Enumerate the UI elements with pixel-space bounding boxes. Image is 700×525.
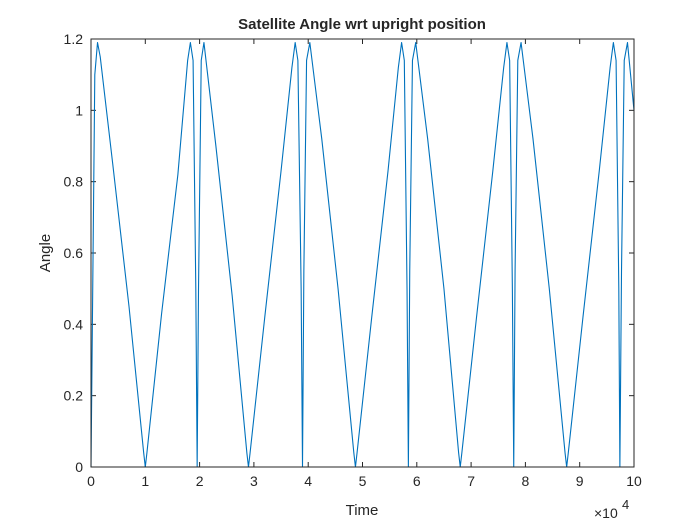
x-axis-multiplier: ×10	[594, 505, 618, 521]
y-tick-label: 0.8	[64, 174, 84, 190]
x-tick-label: 7	[467, 473, 475, 489]
plot-box	[90, 38, 635, 468]
y-tick-label: 0	[75, 459, 83, 475]
x-axis-label: Time	[346, 502, 379, 519]
x-tick-label: 8	[522, 473, 530, 489]
x-axis-multiplier-exponent: 4	[622, 497, 629, 512]
series-layer	[90, 42, 635, 468]
x-tick-label: 0	[87, 473, 95, 489]
x-tick-label: 1	[141, 473, 149, 489]
x-tick-label: 2	[196, 473, 204, 489]
y-tick-label: 1	[75, 102, 83, 118]
tick-labels: 0 1 2 3 4 5 6 7 8 9 10 0 0.2 0.4 0.6 0.8 1 1.2	[64, 31, 642, 489]
x-tick-label: 5	[359, 473, 367, 489]
chart-title: Satellite Angle wrt upright position	[238, 16, 486, 33]
y-tick-label: 1.2	[64, 31, 84, 47]
series-line-1	[90, 42, 635, 468]
y-tick-label: 0.4	[64, 316, 84, 332]
x-tick-label: 6	[413, 473, 421, 489]
y-tick-label: 0.2	[64, 388, 84, 404]
x-tick-label: 10	[626, 473, 642, 489]
x-tick-label: 4	[304, 473, 312, 489]
tick-marks	[90, 38, 635, 468]
x-tick-label: 9	[576, 473, 584, 489]
plot-area	[91, 39, 634, 467]
y-tick-label: 0.6	[64, 245, 84, 261]
x-tick-label: 3	[250, 473, 258, 489]
y-axis-label: Angle	[37, 234, 54, 272]
